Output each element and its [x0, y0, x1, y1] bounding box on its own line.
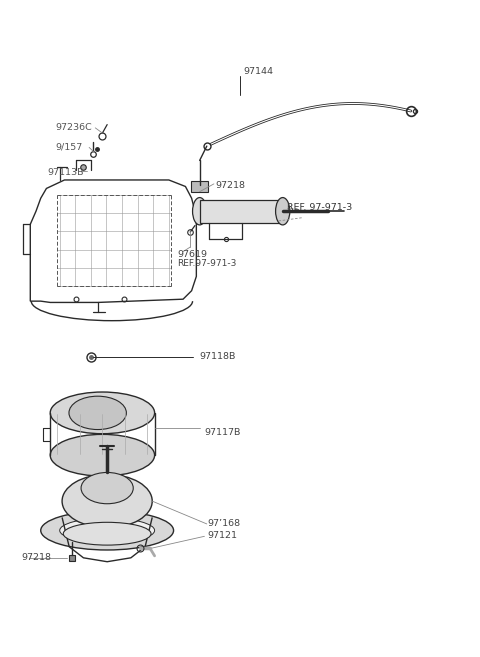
Ellipse shape	[60, 518, 155, 543]
Ellipse shape	[50, 392, 155, 434]
Text: 97144: 97144	[243, 66, 273, 76]
Text: 97218: 97218	[22, 553, 52, 562]
Text: 97’168: 97’168	[208, 520, 241, 528]
Text: 97113B: 97113B	[48, 168, 84, 177]
Text: REF. 97-971-3: REF. 97-971-3	[288, 203, 353, 212]
Text: 97121: 97121	[208, 530, 238, 539]
Text: 97118B: 97118B	[200, 352, 236, 361]
Ellipse shape	[50, 434, 155, 476]
Ellipse shape	[63, 522, 151, 545]
Ellipse shape	[41, 511, 174, 550]
Bar	[191, 181, 208, 192]
Text: 97117B: 97117B	[204, 428, 241, 437]
Ellipse shape	[62, 474, 152, 528]
Ellipse shape	[276, 198, 290, 225]
Ellipse shape	[192, 198, 207, 225]
Text: 9/157: 9/157	[55, 143, 82, 152]
Text: 97218: 97218	[216, 181, 245, 190]
Bar	[200, 200, 283, 223]
Text: 97619: 97619	[178, 250, 207, 259]
Text: REF.97-971-3: REF.97-971-3	[178, 259, 237, 268]
Ellipse shape	[81, 472, 133, 504]
Ellipse shape	[69, 396, 126, 430]
Text: 97236C: 97236C	[55, 124, 92, 132]
